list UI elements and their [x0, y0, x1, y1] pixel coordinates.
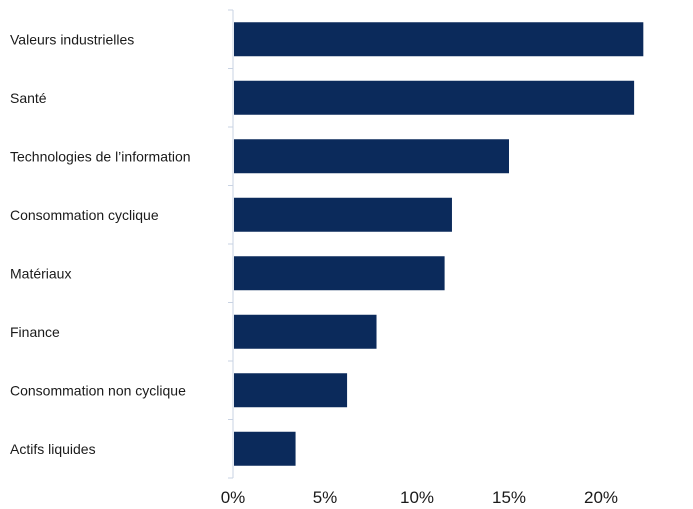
- category-label: Actifs liquides: [10, 441, 96, 457]
- x-tick-label: 15%: [492, 488, 526, 507]
- category-label: Valeurs industrielles: [10, 31, 134, 47]
- category-labels: Valeurs industrielles Santé Technologies d…: [10, 31, 191, 457]
- bar: [234, 431, 296, 466]
- x-tick-label: 10%: [400, 488, 434, 507]
- category-label: Santé: [10, 90, 47, 106]
- category-label: Finance: [10, 324, 60, 340]
- x-tick-label: 0%: [221, 488, 246, 507]
- bar: [234, 373, 348, 408]
- y-axis: [228, 9, 234, 479]
- category-label: Technologies de l’information: [10, 148, 191, 164]
- category-label: Consommation non cyclique: [10, 382, 186, 398]
- category-label: Matériaux: [10, 265, 71, 281]
- x-tick-label: 20%: [584, 488, 618, 507]
- bar: [234, 256, 445, 291]
- bar: [234, 22, 644, 57]
- x-axis-ticks: 0% 5% 10% 15% 20%: [221, 488, 618, 507]
- bars: [234, 22, 644, 466]
- bar: [234, 314, 377, 349]
- bar: [234, 80, 635, 115]
- bar: [234, 197, 452, 232]
- x-tick-label: 5%: [313, 488, 338, 507]
- category-label: Consommation cyclique: [10, 207, 159, 223]
- bar: [234, 139, 509, 174]
